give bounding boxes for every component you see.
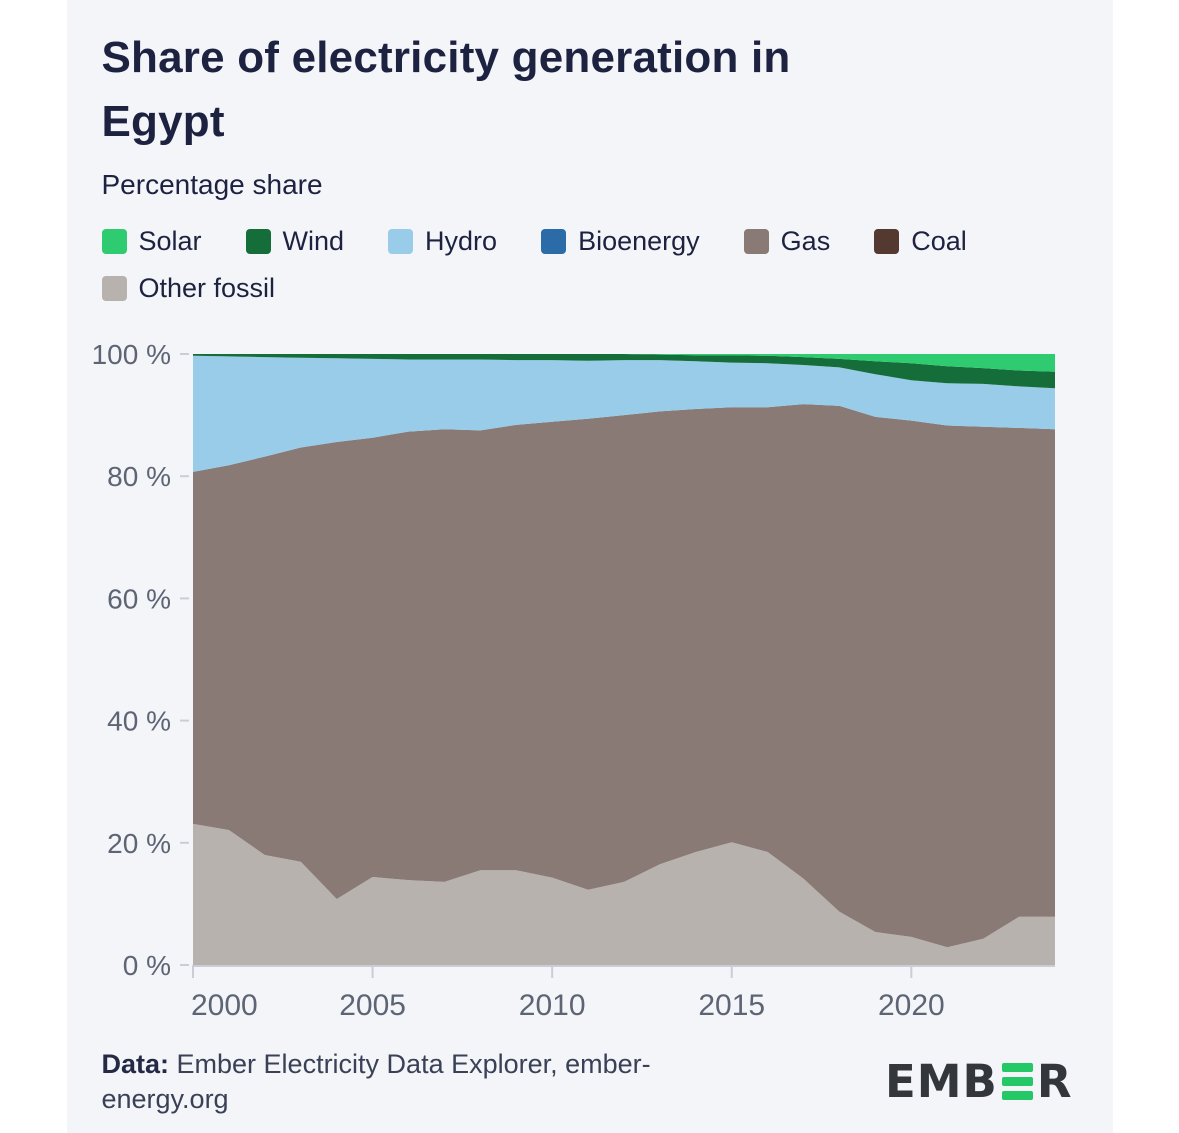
legend-item-other-fossil[interactable]: Other fossil bbox=[101, 273, 276, 304]
page-title: Share of electricity generation in Egypt bbox=[67, 0, 1113, 154]
x-tick-label: 2010 bbox=[518, 989, 585, 1022]
legend-swatch-icon bbox=[541, 229, 567, 254]
chart-area: 0 % 20 % 40 % 60 % 80 % 100 % 2000 2005 2010 2015… bbox=[67, 332, 1113, 1027]
chart-svg: 0 % 20 % 40 % 60 % 80 % 100 % 2000 2005 2010 2015… bbox=[91, 339, 1055, 1022]
legend-swatch-icon bbox=[101, 229, 127, 254]
y-tick-label: 0 % bbox=[122, 950, 170, 981]
legend-item-gas[interactable]: Gas bbox=[743, 226, 831, 257]
legend-item-coal[interactable]: Coal bbox=[874, 226, 967, 257]
x-tick-label: 2015 bbox=[698, 989, 765, 1022]
y-tick-label: 80 % bbox=[107, 461, 171, 492]
legend-label: Other fossil bbox=[138, 273, 276, 303]
x-tick-label: 2000 bbox=[191, 989, 258, 1022]
legend-swatch-icon bbox=[743, 229, 769, 254]
legend-swatch-icon bbox=[388, 229, 414, 254]
y-tick-label: 40 % bbox=[107, 706, 171, 737]
area-series-other-fossil bbox=[192, 823, 1055, 965]
ember-logo-text-r: R bbox=[1036, 1055, 1073, 1108]
y-tick-label: 20 % bbox=[107, 828, 171, 859]
legend-item-bioenergy[interactable]: Bioenergy bbox=[541, 226, 700, 257]
area-series-hydro bbox=[192, 355, 1055, 472]
ember-logo-text-emb: EMB bbox=[885, 1055, 998, 1108]
ember-logo-green-e-icon bbox=[1001, 1063, 1033, 1100]
x-tick-label: 2005 bbox=[339, 989, 406, 1022]
x-tick-label: 2020 bbox=[877, 989, 944, 1022]
footer: Data: Ember Electricity Data Explorer, e… bbox=[67, 1047, 1113, 1117]
area-series-gas bbox=[192, 404, 1055, 948]
page-title-line2: Egypt bbox=[101, 97, 225, 146]
legend-label: Solar bbox=[138, 226, 202, 256]
legend-label: Bioenergy bbox=[578, 226, 700, 256]
area-series-wind bbox=[192, 354, 1055, 389]
y-tick-label: 60 % bbox=[107, 583, 171, 614]
legend-item-wind[interactable]: Wind bbox=[245, 226, 345, 257]
legend-swatch-icon bbox=[101, 276, 127, 301]
y-tick-label: 100 % bbox=[91, 339, 170, 370]
data-source-rest: Ember Electricity Data Explorer, ember- bbox=[169, 1049, 651, 1079]
legend-swatch-icon bbox=[245, 229, 271, 254]
data-source-line2: energy.org bbox=[101, 1084, 229, 1114]
legend-label: Coal bbox=[911, 226, 967, 256]
legend-swatch-icon bbox=[874, 229, 900, 254]
chart-card: Share of electricity generation in Egypt… bbox=[66, 0, 1113, 1133]
legend-item-hydro[interactable]: Hydro bbox=[388, 226, 497, 257]
ember-logo: EMB R bbox=[885, 1055, 1072, 1108]
data-source-text: Data: Ember Electricity Data Explorer, e… bbox=[102, 1047, 651, 1117]
legend-label: Wind bbox=[282, 226, 345, 256]
page-title-line1: Share of electricity generation in bbox=[101, 33, 791, 82]
legend-label: Gas bbox=[780, 226, 831, 256]
legend-label: Hydro bbox=[425, 226, 498, 256]
chart-subtitle: Percentage share bbox=[101, 169, 323, 200]
area-series-solar bbox=[192, 354, 1055, 372]
legend-item-solar[interactable]: Solar bbox=[101, 226, 202, 257]
data-source-line1: Data: Ember Electricity Data Explorer, e… bbox=[102, 1047, 651, 1082]
legend: Solar Wind Hydro Bioenergy Gas Coal Other foss… bbox=[67, 226, 1102, 304]
data-source-label: Data: bbox=[101, 1049, 170, 1079]
